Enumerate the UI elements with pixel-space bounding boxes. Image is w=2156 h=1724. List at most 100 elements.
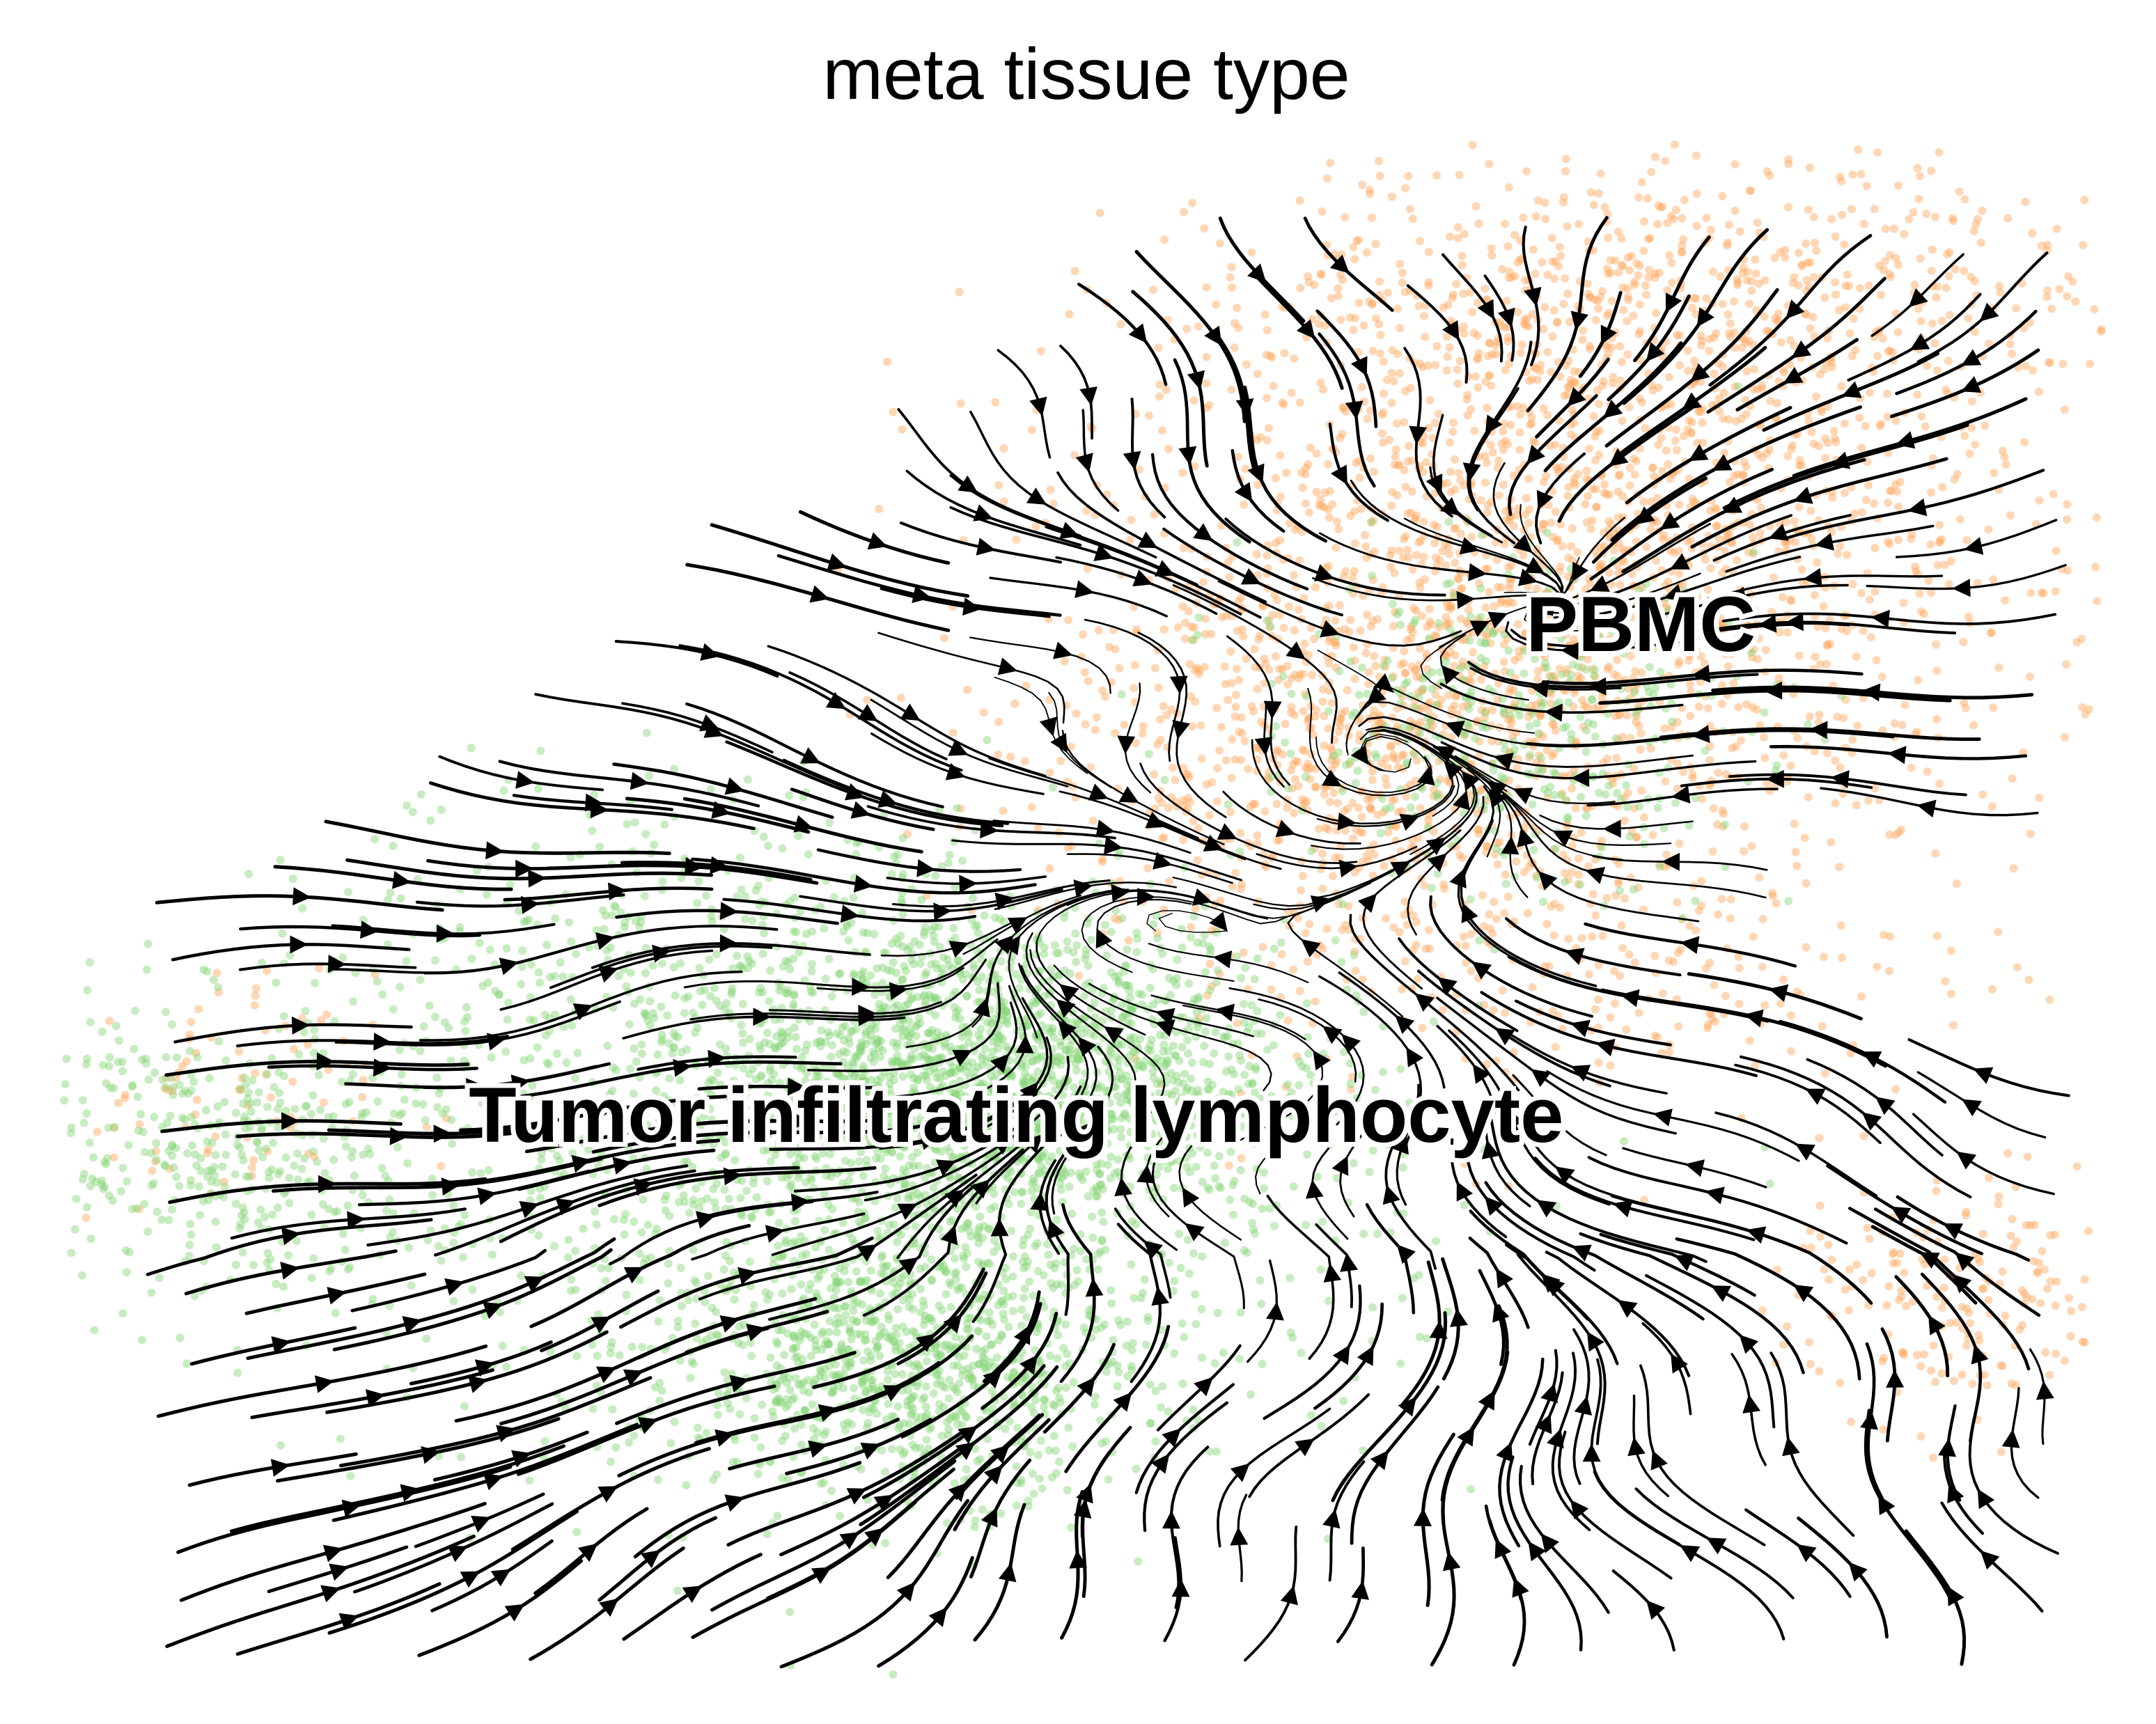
- scatter-point: [1661, 157, 1670, 166]
- scatter-point: [1362, 553, 1371, 562]
- scatter-point: [1529, 245, 1538, 254]
- scatter-point: [1297, 468, 1306, 477]
- scatter-point: [1159, 625, 1169, 634]
- scatter-point: [1367, 805, 1376, 814]
- scatter-point: [1797, 262, 1806, 271]
- scatter-point: [1298, 483, 1307, 492]
- scatter-point: [1488, 929, 1497, 938]
- scatter-point: [1584, 632, 1593, 641]
- scatter-point: [1540, 198, 1549, 207]
- scatter-point: [1880, 930, 1889, 939]
- scatter-point: [1554, 262, 1563, 270]
- scatter-point: [1111, 914, 1119, 923]
- scatter-point: [1607, 297, 1616, 306]
- scatter-point: [1201, 1027, 1210, 1036]
- scatter-point: [1506, 512, 1515, 522]
- scatter-point: [1150, 770, 1159, 779]
- scatter-point: [1962, 536, 1971, 545]
- scatter-point: [1467, 405, 1476, 414]
- scatter-point: [1558, 542, 1567, 551]
- scatter-point: [1088, 816, 1097, 825]
- scatter-point: [1705, 755, 1714, 765]
- scatter-point: [1094, 626, 1103, 635]
- scatter-point: [1345, 313, 1354, 322]
- scatter-point: [2092, 513, 2101, 522]
- scatter-point: [1186, 933, 1195, 942]
- scatter-point: [1146, 983, 1155, 992]
- scatter-point: [1337, 957, 1346, 966]
- scatter-point: [1361, 531, 1370, 540]
- scatter-point: [1305, 920, 1314, 929]
- scatter-point: [1962, 1207, 1971, 1216]
- scatter-point: [928, 1044, 937, 1053]
- scatter-point: [1726, 319, 1735, 328]
- scatter-point: [1162, 385, 1171, 394]
- scatter-point: [1561, 274, 1570, 283]
- scatter-point: [1186, 692, 1195, 701]
- scatter-point: [2025, 672, 2034, 681]
- scatter-point: [1565, 318, 1574, 327]
- scatter-point: [1171, 776, 1180, 785]
- scatter-point: [1322, 174, 1331, 183]
- scatter-point: [1556, 562, 1565, 571]
- scatter-point: [1497, 599, 1506, 608]
- scatter-point: [835, 1050, 844, 1059]
- scatter-point: [1349, 326, 1358, 334]
- scatter-point: [1663, 286, 1672, 295]
- scatter-point: [1625, 266, 1634, 275]
- scatter-point: [1650, 951, 1659, 960]
- scatter-point: [1324, 724, 1333, 733]
- scatter-point: [1841, 303, 1850, 312]
- scatter-point: [1370, 652, 1379, 661]
- scatter-point: [1658, 989, 1667, 998]
- scatter-point: [1891, 416, 1900, 425]
- scatter-point: [1625, 950, 1634, 959]
- scatter-point: [1594, 1058, 1603, 1067]
- scatter-point: [1731, 382, 1740, 391]
- scatter-point: [1003, 1012, 1013, 1021]
- scatter-point: [1641, 424, 1650, 433]
- scatter-point: [1722, 533, 1731, 542]
- scatter-point: [1382, 781, 1391, 790]
- scatter-point: [1265, 616, 1274, 625]
- scatter-point: [1679, 235, 1688, 244]
- scatter-point: [1327, 746, 1336, 755]
- scatter-point: [1889, 1259, 1898, 1268]
- scatter-point: [1200, 224, 1209, 233]
- scatter-point: [1458, 662, 1467, 671]
- scatter-point: [820, 924, 829, 933]
- scatter-point: [1306, 763, 1315, 772]
- scatter-point: [1687, 536, 1695, 545]
- scatter-point: [1593, 386, 1602, 395]
- scatter-point: [1430, 1017, 1438, 1026]
- scatter-point: [1483, 842, 1491, 851]
- scatter-point: [1623, 253, 1632, 262]
- scatter-point: [1449, 418, 1458, 427]
- scatter-point: [1927, 488, 1935, 497]
- scatter-point: [1859, 219, 1868, 228]
- scatter-point: [1311, 783, 1320, 792]
- scatter-point: [1493, 860, 1502, 869]
- scatter-point: [1615, 711, 1624, 719]
- scatter-point: [1678, 214, 1687, 223]
- scatter-point: [1393, 304, 1402, 313]
- scatter-point: [1698, 418, 1707, 427]
- scatter-point: [1476, 496, 1485, 505]
- scatter-point: [1301, 929, 1310, 938]
- scatter-point: [1710, 333, 1719, 342]
- scatter-point: [1513, 402, 1522, 411]
- scatter-point: [2029, 1257, 2038, 1266]
- chart-title: meta tissue type: [822, 34, 1350, 115]
- scatter-point: [1388, 346, 1397, 355]
- scatter-point: [1315, 824, 1324, 833]
- scatter-point: [1443, 478, 1452, 487]
- scatter-point: [1891, 1085, 1900, 1094]
- scatter-point: [1746, 520, 1755, 529]
- scatter-point: [1889, 224, 1898, 233]
- scatter-point: [1351, 966, 1360, 975]
- scatter-point: [358, 1092, 366, 1102]
- scatter-point: [1710, 369, 1719, 378]
- scatter-point: [1068, 1209, 1077, 1218]
- scatter-point: [1400, 535, 1408, 544]
- scatter-point: [1866, 388, 1875, 397]
